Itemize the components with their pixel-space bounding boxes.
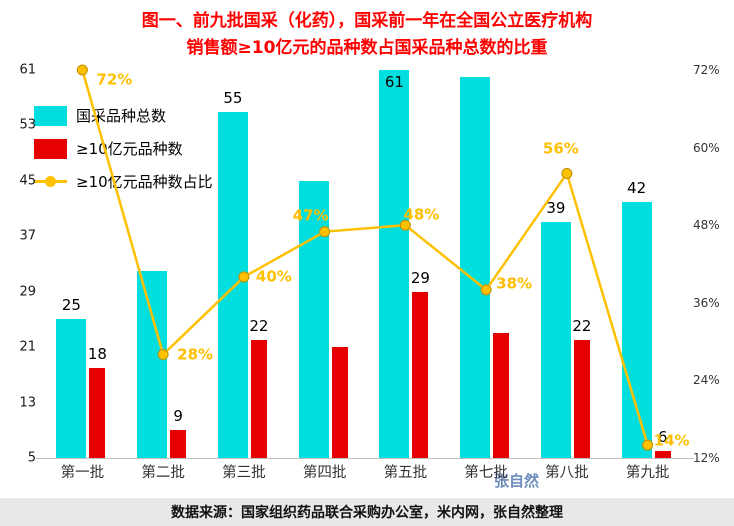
ge10-bar	[331, 347, 348, 458]
y-right-tick-label: 72%	[693, 63, 720, 77]
percent-label: 38%	[496, 274, 533, 293]
y-right-tick-label: 12%	[693, 451, 720, 465]
total-bar	[621, 201, 652, 458]
x-tick-label: 第八批	[545, 465, 589, 481]
ge10-bar	[170, 430, 187, 458]
percent-label: 47%	[292, 206, 329, 225]
percent-label: 72%	[96, 70, 133, 89]
legend-label-total: 国采品种总数	[76, 106, 167, 125]
watermark: 张自然	[494, 472, 540, 490]
legend-item-total: 国采品种总数	[34, 106, 213, 126]
y-right-tick-label: 48%	[693, 218, 720, 233]
bar-value-label: 6	[657, 428, 668, 447]
total-bar	[460, 76, 491, 458]
y-left-tick-label: 21	[19, 339, 36, 355]
y-right-tick-label: 24%	[693, 373, 720, 388]
bar-value-label: 39	[546, 199, 566, 218]
bar-value-label: 22	[249, 317, 269, 336]
legend: 国采品种总数 ≥10亿元品种数 ≥10亿元品种数占比	[34, 106, 213, 205]
bar-value-label: 9	[173, 407, 183, 426]
percent-label: 40%	[255, 267, 292, 286]
x-tick-label: 第七批	[464, 465, 508, 481]
x-tick-label: 第三批	[222, 465, 266, 481]
percent-label: 28%	[177, 345, 214, 364]
chart-title: 图一、前九批国采（化药），国采前一年在全国公立医疗机构 销售额≥10亿元的品种数…	[0, 8, 734, 62]
legend-label-ge10: ≥10亿元品种数	[76, 139, 183, 158]
y-left-tick-label: 37	[19, 228, 36, 244]
bar-value-label: 22	[572, 317, 592, 336]
ge10-bar	[493, 333, 510, 458]
x-tick-label: 第九批	[625, 465, 670, 481]
total-bar	[137, 270, 168, 458]
y-left-tick-label: 13	[19, 395, 36, 411]
line-marker-icon	[561, 167, 573, 179]
y-right-tick-label: 36%	[693, 295, 720, 310]
x-tick-label: 第二批	[141, 465, 185, 481]
bar-value-label: 18	[87, 344, 107, 363]
bar-value-label: 25	[61, 296, 81, 315]
x-tick-label: 第一批	[60, 465, 105, 481]
line-marker-icon	[76, 64, 88, 76]
source-note: 数据来源：国家组织药品联合采购办公室，米内网，张自然整理	[0, 498, 734, 526]
total-bar	[379, 70, 410, 458]
percent-label: 56%	[542, 139, 579, 158]
legend-swatch-total-icon	[34, 106, 67, 126]
ge10-bar	[250, 340, 267, 458]
total-bar	[540, 222, 571, 458]
y-left-tick-label: 29	[19, 284, 36, 300]
ge10-bar	[573, 340, 590, 458]
x-tick-label: 第五批	[383, 465, 428, 481]
y-right-tick-label: 60%	[693, 140, 720, 155]
bar-value-label: 55	[223, 88, 243, 107]
y-left-tick-label: 5	[27, 450, 36, 466]
ge10-bar	[654, 451, 671, 458]
chart-title-line1: 图一、前九批国采（化药），国采前一年在全国公立医疗机构	[141, 11, 593, 31]
bar-value-label: 42	[627, 178, 647, 197]
legend-dot-icon	[45, 176, 56, 187]
percent-label: 14%	[653, 431, 690, 450]
legend-line-marker-icon	[34, 172, 67, 192]
percent-label: 48%	[403, 205, 440, 224]
y-left-tick-label: 45	[19, 173, 36, 189]
legend-item-ge10: ≥10亿元品种数	[34, 139, 213, 159]
legend-swatch-ge10-icon	[34, 139, 67, 159]
ge10-bar	[412, 291, 429, 458]
bar-value-label: 61	[384, 73, 404, 91]
y-left-tick-label: 61	[19, 62, 36, 78]
x-tick-label: 第四批	[302, 465, 347, 481]
x-axis-line	[36, 458, 694, 459]
bar-value-label: 29	[410, 268, 430, 287]
ge10-bar	[89, 367, 106, 458]
total-bar	[217, 111, 248, 458]
legend-item-ratio: ≥10亿元品种数占比	[34, 172, 213, 192]
chart-title-line2: 销售额≥10亿元的品种数占国采品种总数的比重	[186, 38, 548, 59]
y-left-tick-label: 53	[19, 117, 36, 133]
legend-label-ratio: ≥10亿元品种数占比	[76, 172, 213, 191]
total-bar	[56, 319, 87, 458]
